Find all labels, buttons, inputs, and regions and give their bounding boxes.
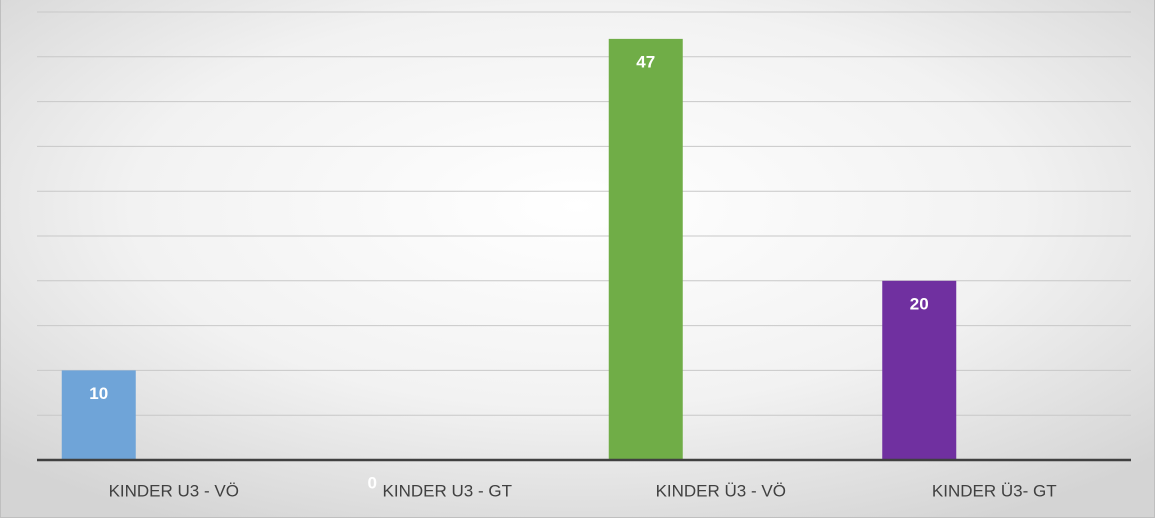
data-label: 0 [368, 473, 377, 492]
bar [608, 38, 683, 460]
bar [882, 280, 957, 460]
data-label: 10 [89, 384, 108, 403]
data-label: 47 [636, 52, 655, 71]
x-tick-label: KINDER U3 - VÖ [109, 481, 239, 500]
bar [61, 370, 136, 460]
x-tick-label: KINDER U3 - GT [383, 481, 512, 500]
x-tick-label: KINDER Ü3- GT [932, 481, 1057, 500]
data-label: 20 [910, 294, 929, 313]
x-tick-label: KINDER Ü3 - VÖ [656, 481, 786, 500]
